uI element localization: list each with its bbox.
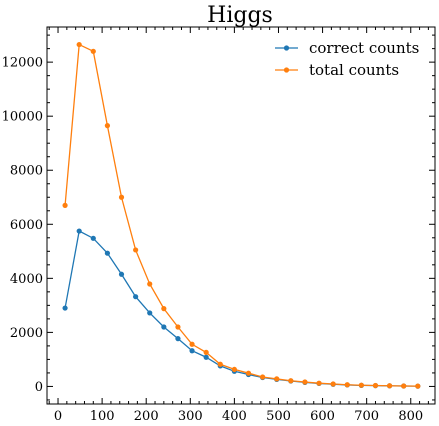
data-point — [189, 348, 195, 354]
y-tick-label: 12000 — [2, 56, 43, 71]
y-tick-label: 10000 — [2, 110, 43, 125]
data-point — [175, 335, 181, 342]
x-tick-label: 0 — [54, 409, 62, 424]
legend-label-1: total counts — [309, 61, 399, 79]
data-point — [401, 383, 407, 389]
data-point — [344, 382, 350, 388]
legend: correct counts total counts — [275, 39, 419, 79]
data-point — [175, 324, 181, 330]
data-point — [260, 374, 266, 380]
data-point — [133, 294, 139, 300]
legend-label-0: correct counts — [309, 39, 419, 57]
x-tick-label: 600 — [310, 409, 335, 424]
data-point — [62, 202, 68, 208]
y-tick-label: 8000 — [10, 164, 43, 179]
data-point — [90, 48, 96, 54]
x-tick-label: 500 — [266, 409, 291, 424]
data-point — [358, 382, 364, 388]
data-point — [161, 324, 167, 330]
y-tick-label: 2000 — [10, 326, 43, 341]
y-tick-label: 6000 — [10, 218, 43, 233]
legend-marker-1 — [283, 67, 290, 73]
axes-frame — [46, 26, 436, 405]
data-point — [274, 376, 280, 382]
series-line-0 — [64, 230, 418, 387]
x-tick-label: 300 — [178, 409, 203, 424]
data-point — [76, 41, 82, 48]
data-point — [90, 235, 96, 241]
x-tick-label: 200 — [134, 409, 159, 424]
chart-title: Higgs — [207, 3, 273, 28]
y-tick-label: 0 — [35, 380, 43, 395]
x-tick-label: 100 — [90, 409, 115, 424]
data-point — [118, 271, 125, 277]
data-point — [288, 378, 294, 384]
data-point — [76, 228, 82, 234]
data-point — [203, 349, 209, 355]
data-point — [372, 382, 379, 389]
data-point — [386, 383, 393, 389]
data-point — [245, 370, 252, 376]
data-point — [104, 123, 111, 129]
series-line-1 — [64, 43, 418, 387]
data-point — [302, 379, 308, 385]
data-point — [189, 341, 195, 347]
data-point — [62, 305, 68, 311]
data-point — [231, 366, 237, 373]
y-tick-label: 4000 — [10, 272, 43, 287]
x-tick-label: 400 — [222, 409, 247, 424]
data-point — [118, 194, 125, 200]
data-point — [133, 247, 139, 253]
data-point — [161, 306, 167, 312]
data-point — [203, 354, 209, 360]
plot-area: 0 100 200 300 400 500 600 700 800020004000600080… — [2, 27, 435, 424]
data-point — [147, 310, 153, 316]
legend-marker-0 — [283, 45, 290, 51]
data-point — [104, 250, 111, 256]
x-tick-label: 800 — [398, 409, 423, 424]
data-point — [330, 381, 336, 387]
x-tick-label: 700 — [354, 409, 379, 424]
data-point — [316, 380, 322, 386]
data-point — [217, 361, 223, 367]
data-point — [415, 383, 421, 389]
data-point — [147, 281, 153, 287]
